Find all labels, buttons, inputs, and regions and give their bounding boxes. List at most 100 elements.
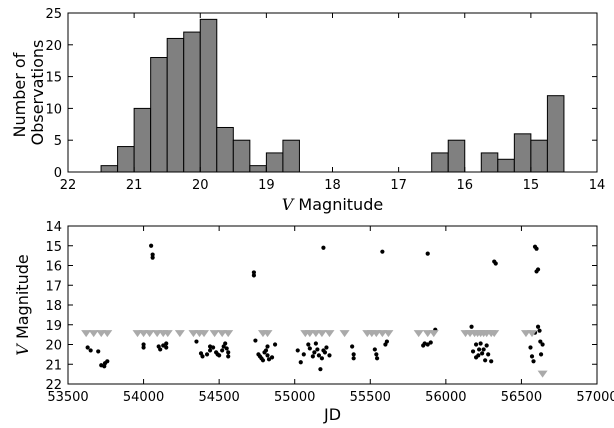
upper-limit-marker [102,330,113,338]
light-curve-x-axis-label: JD [323,405,341,424]
observation-point [484,343,489,348]
upper-limit-marker [489,330,500,338]
histogram-bar [265,152,284,173]
observation-point [260,358,266,363]
light-curve-frame [67,225,598,385]
histogram-x-axis-label-rest: Magnitude [293,195,383,214]
observation-point [313,341,318,346]
light-curve-x-tick-label: 56000 [425,390,466,405]
observation-point [473,342,479,347]
observation-point [428,340,433,345]
histogram-x-axis-label-italic-part: V [282,195,295,214]
histogram-bar [166,37,185,173]
observation-point [351,352,356,357]
upper-limit-marker [88,330,99,338]
upper-limit-marker [223,330,234,338]
observation-point [251,273,257,278]
observation-point [324,345,329,350]
histogram-y-axis-label-line-1: Number of [10,52,29,137]
histogram-bar [497,158,515,173]
light-curve-y-axis-label-italic-part: V [13,343,32,356]
upper-limit-marker [209,330,220,338]
observation-point [96,349,101,354]
observation-point [164,341,169,346]
upper-limit-marker [174,330,185,338]
histogram-x-axis-label: V Magnitude [282,195,383,214]
histogram-y-tick-label: 15 [45,71,62,86]
observation-point [478,341,483,346]
histogram-bar [117,146,135,173]
observation-point [265,353,270,358]
observation-point [298,360,303,365]
light-curve-y-tick-label: 15 [45,240,62,255]
observation-point [374,356,380,361]
upper-limit-marker [537,370,548,378]
observation-point [263,348,269,353]
observation-point [226,350,231,355]
upper-limit-marker [324,330,335,338]
light-curve-x-tick-label: 55000 [274,390,315,405]
observation-point [489,359,494,364]
observation-point [321,245,326,250]
observation-point [316,353,321,358]
observation-point [141,342,146,347]
observation-point [141,345,146,350]
histogram-x-tick-label: 17 [390,178,407,193]
light-curve-y-tick-label: 20 [45,339,62,354]
histogram-bar [249,165,267,173]
histogram-bar [513,133,532,173]
observation-point [295,348,300,353]
light-curve-y-ticks: 14 15 16 17 18 19 20 21 22 [45,220,597,393]
light-curve-y-axis-label: V Magnitude [13,254,32,355]
histogram-bar [530,139,548,173]
observation-point [207,348,213,353]
histogram-y-tick-label: 5 [54,134,62,149]
light-curve-y-tick-label: 14 [45,220,62,235]
observation-point [224,346,229,351]
observation-point [477,347,482,352]
light-curve-x-tick-label: 53500 [47,390,88,405]
histogram-bar [232,139,251,173]
light-curve-y-tick-label: 16 [45,260,62,275]
histogram-panel: 22 21 20 19 18 17 16 15 14 0 5 10 15 20 25 V Magnitud… [10,7,605,214]
observation-point [194,339,199,344]
observation-point [158,347,163,352]
upper-limit-marker [144,330,155,338]
observation-point [312,350,317,355]
histogram-y-ticks: 0 5 10 15 20 25 [45,7,597,181]
observation-point [319,356,325,361]
histogram-bar [183,31,201,173]
light-curve-y-axis-label-rest: Magnitude [13,254,32,344]
observation-point [481,347,486,352]
observation-point [102,361,108,366]
histogram-bar [431,152,449,173]
observation-point [223,341,228,346]
observation-point [269,355,275,360]
histogram-x-tick-label: 18 [324,178,341,193]
upper-limit-marker [316,330,327,338]
upper-limit-marker [262,330,273,338]
observation-point [425,251,430,256]
histogram-bar [150,57,168,173]
light-curve-y-tick-label: 19 [45,319,62,334]
light-curve-y-tick-label: 17 [45,279,62,294]
histogram-bar [199,18,218,173]
observation-point [384,339,390,344]
observation-point [483,358,488,363]
histogram-bar [480,152,499,173]
observation-point [534,269,539,274]
histogram-y-tick-label: 20 [45,39,62,54]
observation-point [266,357,272,362]
upper-limit-marker [383,330,394,338]
observation-point [220,348,225,353]
observation-point [265,344,270,349]
observation-point [318,367,323,372]
upper-limit-marker [413,330,424,338]
observation-point [350,344,355,349]
histogram-x-tick-label: 21 [126,178,143,193]
histogram-x-tick-label: 19 [258,178,275,193]
light-curve-y-tick-label: 18 [45,299,62,314]
observation-point [217,353,222,358]
observation-point [529,354,535,359]
